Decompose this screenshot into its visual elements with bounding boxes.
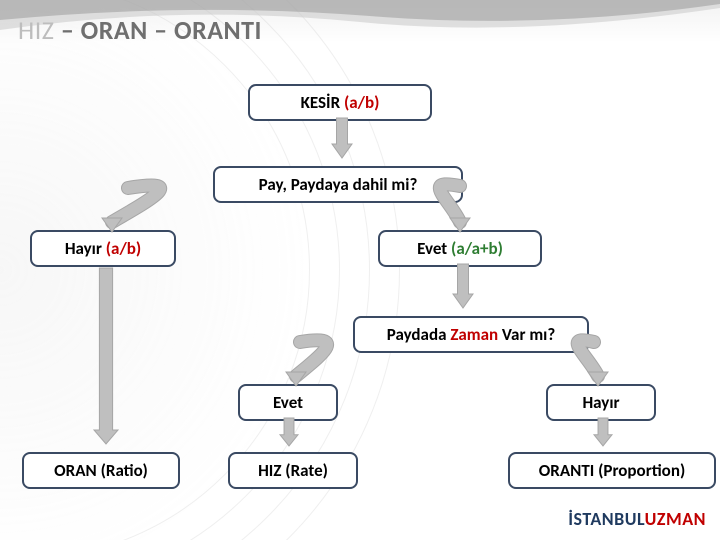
arrow-down-6 [280,418,298,446]
node-oranti: ORANTI (Proportion) [508,452,716,489]
arrow-curve-4 [282,320,364,390]
slide-title: HIZ – ORAN – ORANTI [18,14,262,46]
title-dash-2: – [148,14,174,46]
title-dash-1: – [54,14,80,46]
arrow-curve-5 [546,320,612,390]
node-oran: ORAN (Ratio) [22,452,180,489]
arrow-down-3 [453,264,473,308]
title-seg-oran: ORAN [81,14,148,46]
node-hiz: HIZ (Rate) [228,452,358,489]
arrow-down-8 [94,268,118,444]
footer-uzman: UZMAN [645,508,706,530]
arrow-curve-2 [406,164,474,236]
arrow-curve-1 [98,164,204,236]
title-seg-hiz: HIZ [18,14,54,46]
node-kesir: KESİR (a/b) [248,84,432,121]
footer-brand: İSTANBULUZMAN [568,508,706,530]
footer-istanbul: İSTANBUL [568,508,644,530]
title-seg-oranti: ORANTI [174,14,262,46]
arrow-down-0 [332,118,352,158]
arrow-down-7 [594,418,612,446]
